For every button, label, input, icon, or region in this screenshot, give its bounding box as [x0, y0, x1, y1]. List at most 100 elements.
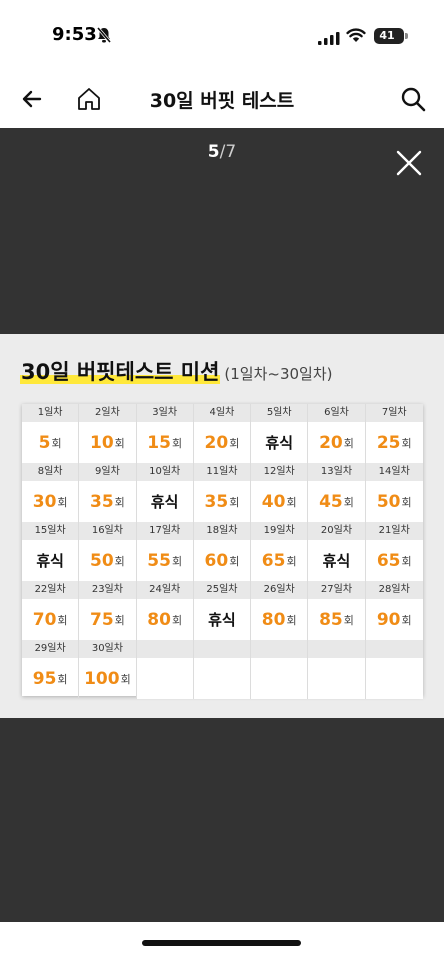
day-label: 9일차	[79, 463, 137, 481]
day-label: 5일차	[251, 404, 309, 422]
search-button[interactable]	[396, 82, 430, 116]
rest-label: 휴식	[265, 434, 293, 452]
day-label: 20일차	[308, 522, 366, 540]
day-label: 7일차	[381, 407, 407, 418]
rep-number: 40	[261, 491, 286, 512]
rep-unit: 회	[286, 495, 297, 509]
rest-day: 휴식	[308, 540, 366, 581]
day-label: 27일차	[308, 581, 366, 599]
wifi-icon	[346, 27, 366, 47]
home-button[interactable]	[72, 82, 106, 116]
day-label: 19일차	[251, 522, 309, 540]
day-label: 30일차	[79, 640, 137, 658]
battery-level: 41	[379, 29, 395, 42]
day-label: 17일차	[137, 522, 194, 540]
rep-unit: 회	[229, 436, 240, 450]
empty-cell	[251, 658, 309, 699]
rep-number: 80	[147, 609, 171, 630]
rep-unit: 회	[401, 436, 412, 450]
calendar-value-row: 5 회 10 회 15 회 20 회 휴식 20 회 25 회	[22, 422, 423, 463]
day-label: 26일차	[251, 581, 309, 599]
rest-label: 휴식	[322, 552, 351, 570]
empty-cell	[136, 640, 194, 658]
day-label: 1일차	[22, 404, 80, 422]
day-label: 22일차	[22, 581, 80, 599]
day-label: 4일차	[194, 404, 252, 422]
empty-cell	[365, 658, 423, 699]
rep-number: 95	[32, 668, 57, 689]
rep-count: 65 회	[251, 540, 309, 581]
battery-icon: 41	[374, 28, 404, 44]
rep-unit: 회	[114, 436, 125, 450]
mission-calendar: 1일차 2일차 3일차 4일차 5일차 6일차 7일차 5 회 10 회 15 회 20 회 휴식 20 회 25 회…	[22, 404, 423, 699]
rep-number: 55	[147, 550, 171, 571]
rep-unit: 회	[114, 613, 125, 627]
rep-count: 15 회	[137, 422, 194, 463]
rep-count: 70 회	[22, 599, 80, 640]
rep-number: 25	[376, 432, 401, 453]
rest-label: 휴식	[208, 611, 236, 629]
page-title: 30일 버핏 테스트	[149, 90, 295, 112]
mission-title: 30일 버핏테스트 미션 (1일차~30일차)	[20, 356, 333, 386]
mission-image[interactable]: 30일 버핏테스트 미션 (1일차~30일차) 1일차 2일차 3일차 4일차 5일차 6일…	[0, 334, 444, 718]
rep-number: 65	[261, 550, 286, 571]
status-bar: 9:53 41	[0, 0, 444, 70]
back-button[interactable]	[15, 82, 49, 116]
rep-number: 15	[147, 432, 171, 453]
rest-day: 휴식	[137, 481, 194, 522]
rep-count: 95 회	[22, 658, 80, 699]
rep-unit: 회	[401, 495, 412, 509]
rep-count: 85 회	[308, 599, 366, 640]
rep-unit: 회	[171, 436, 183, 450]
empty-cell	[193, 640, 252, 658]
rep-unit: 회	[57, 613, 68, 627]
mission-title-sub: (1일차~30일차)	[224, 365, 333, 383]
rep-count: 35 회	[79, 481, 137, 522]
rep-unit: 회	[229, 554, 240, 568]
calendar-value-row: 휴식 50 회 55 회 60 회 65 회 휴식 65 회	[22, 540, 423, 581]
calendar-value-row: 95 회 100 회	[22, 658, 423, 699]
rep-count: 20 회	[308, 422, 366, 463]
close-button[interactable]	[392, 146, 426, 180]
rep-count: 30 회	[22, 481, 80, 522]
day-label: 10일차	[137, 463, 194, 481]
empty-cell	[136, 658, 194, 699]
search-icon	[401, 87, 426, 112]
close-icon	[396, 150, 422, 176]
rest-day: 휴식	[194, 599, 252, 640]
rep-count: 35 회	[194, 481, 252, 522]
empty-cell	[308, 658, 366, 699]
rep-count: 20 회	[194, 422, 252, 463]
day-label: 15일차	[22, 522, 80, 540]
app-header: 30일 버핏 테스트	[0, 70, 444, 128]
rep-number: 65	[376, 550, 401, 571]
rep-count: 100 회	[79, 658, 137, 699]
day-label: 23일차	[79, 581, 137, 599]
rep-number: 60	[204, 550, 229, 571]
battery-cap	[405, 33, 408, 39]
image-viewer: 5/7 30일 버핏테스트 미션 (1일차~30일차) 1일차 2일차 3일차 4일차 5…	[0, 128, 444, 922]
rep-unit: 회	[114, 554, 125, 568]
rep-number: 35	[90, 491, 114, 512]
day-label: 16일차	[79, 522, 137, 540]
rest-label: 휴식	[150, 493, 179, 511]
rep-unit: 회	[286, 554, 297, 568]
rep-count: 50 회	[79, 540, 137, 581]
status-time: 9:53	[52, 24, 97, 45]
empty-cell	[251, 640, 309, 658]
rep-count: 80 회	[137, 599, 194, 640]
rep-count: 55 회	[137, 540, 194, 581]
day-label: 18일차	[194, 522, 252, 540]
mission-title-main: 30일 버핏테스트 미션	[20, 360, 221, 384]
calendar-day-header-row: 22일차 23일차 24일차 25일차 26일차 27일차 28일차	[22, 581, 423, 599]
empty-cell	[193, 658, 252, 699]
rep-number: 85	[319, 609, 343, 630]
rep-number: 30	[32, 491, 57, 512]
day-label: 25일차	[194, 581, 252, 599]
rep-count: 40 회	[251, 481, 309, 522]
calendar-value-row: 30 회 35 회 휴식 35 회 40 회 45 회 50 회	[22, 481, 423, 522]
day-label: 2일차	[79, 404, 137, 422]
day-label: 24일차	[137, 581, 194, 599]
day-label: 6일차	[308, 404, 366, 422]
rep-count: 80 회	[251, 599, 309, 640]
